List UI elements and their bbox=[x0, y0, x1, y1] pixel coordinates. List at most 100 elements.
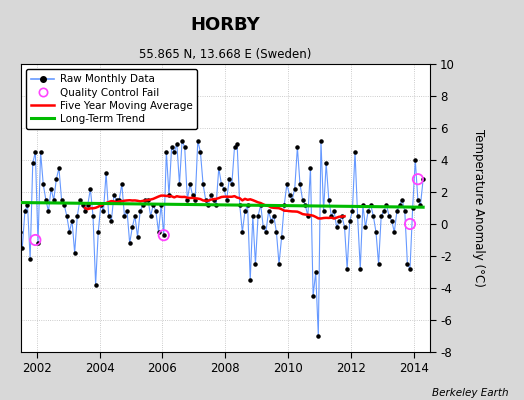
Point bbox=[78, 202, 86, 208]
Point bbox=[280, 202, 288, 208]
Point bbox=[317, 138, 325, 144]
Point bbox=[369, 213, 377, 219]
Point bbox=[7, 192, 16, 198]
Point bbox=[102, 170, 110, 176]
Point bbox=[60, 202, 68, 208]
Point bbox=[107, 218, 115, 224]
Point bbox=[264, 208, 272, 214]
Point bbox=[188, 192, 196, 198]
Point bbox=[94, 229, 102, 235]
Point bbox=[345, 218, 354, 224]
Point bbox=[272, 229, 280, 235]
Point bbox=[385, 213, 393, 219]
Point bbox=[358, 202, 367, 208]
Point bbox=[290, 186, 299, 192]
Point bbox=[223, 197, 231, 203]
Point bbox=[162, 149, 170, 155]
Point bbox=[419, 176, 428, 182]
Point bbox=[343, 266, 351, 272]
Point bbox=[31, 237, 39, 243]
Point bbox=[306, 165, 314, 171]
Point bbox=[183, 197, 192, 203]
Point bbox=[278, 234, 286, 240]
Point bbox=[225, 176, 233, 182]
Point bbox=[330, 208, 338, 214]
Point bbox=[125, 240, 134, 246]
Point bbox=[220, 186, 228, 192]
Point bbox=[406, 266, 414, 272]
Point bbox=[130, 213, 139, 219]
Text: 55.865 N, 13.668 E (Sweden): 55.865 N, 13.668 E (Sweden) bbox=[139, 48, 311, 61]
Point bbox=[136, 208, 145, 214]
Point bbox=[199, 181, 208, 187]
Point bbox=[201, 197, 210, 203]
Point bbox=[10, 176, 19, 182]
Point bbox=[251, 261, 259, 267]
Point bbox=[39, 181, 47, 187]
Point bbox=[392, 208, 401, 214]
Point bbox=[13, 213, 21, 219]
Point bbox=[282, 181, 291, 187]
Point bbox=[44, 208, 52, 214]
Point bbox=[227, 181, 236, 187]
Point bbox=[15, 229, 24, 235]
Point bbox=[66, 229, 74, 235]
Point bbox=[233, 141, 241, 147]
Point bbox=[47, 186, 55, 192]
Point bbox=[374, 261, 383, 267]
Point bbox=[42, 197, 50, 203]
Point bbox=[99, 208, 107, 214]
Point bbox=[296, 181, 304, 187]
Point bbox=[160, 232, 168, 238]
Point bbox=[26, 256, 35, 262]
Point bbox=[31, 149, 39, 155]
Point bbox=[333, 224, 341, 230]
Point bbox=[176, 181, 184, 187]
Point bbox=[408, 205, 417, 211]
Point bbox=[413, 176, 422, 182]
Text: Berkeley Earth: Berkeley Earth bbox=[432, 388, 508, 398]
Point bbox=[293, 144, 302, 150]
Point bbox=[372, 229, 380, 235]
Point bbox=[68, 218, 76, 224]
Point bbox=[75, 197, 84, 203]
Point bbox=[209, 197, 217, 203]
Point bbox=[241, 208, 249, 214]
Point bbox=[396, 202, 404, 208]
Point bbox=[193, 138, 202, 144]
Point bbox=[314, 333, 322, 339]
Legend: Raw Monthly Data, Quality Control Fail, Five Year Moving Average, Long-Term Tren: Raw Monthly Data, Quality Control Fail, … bbox=[26, 69, 198, 129]
Point bbox=[28, 160, 37, 166]
Point bbox=[335, 218, 343, 224]
Point bbox=[152, 208, 160, 214]
Point bbox=[204, 202, 212, 208]
Point bbox=[52, 176, 60, 182]
Point bbox=[270, 213, 278, 219]
Point bbox=[207, 192, 215, 198]
Point bbox=[154, 229, 162, 235]
Point bbox=[382, 202, 390, 208]
Point bbox=[160, 232, 168, 238]
Point bbox=[133, 234, 141, 240]
Point bbox=[165, 192, 173, 198]
Point bbox=[286, 192, 294, 198]
Point bbox=[377, 213, 385, 219]
Point bbox=[105, 213, 113, 219]
Point bbox=[86, 186, 94, 192]
Point bbox=[172, 141, 181, 147]
Point bbox=[311, 269, 320, 275]
Point bbox=[416, 202, 424, 208]
Point bbox=[113, 197, 121, 203]
Point bbox=[196, 149, 204, 155]
Point bbox=[353, 213, 362, 219]
Point bbox=[262, 229, 270, 235]
Point bbox=[91, 282, 100, 288]
Point bbox=[110, 192, 118, 198]
Point bbox=[215, 165, 223, 171]
Point bbox=[23, 202, 31, 208]
Point bbox=[157, 202, 165, 208]
Point bbox=[50, 197, 58, 203]
Point bbox=[325, 197, 333, 203]
Point bbox=[18, 245, 27, 251]
Point bbox=[235, 202, 244, 208]
